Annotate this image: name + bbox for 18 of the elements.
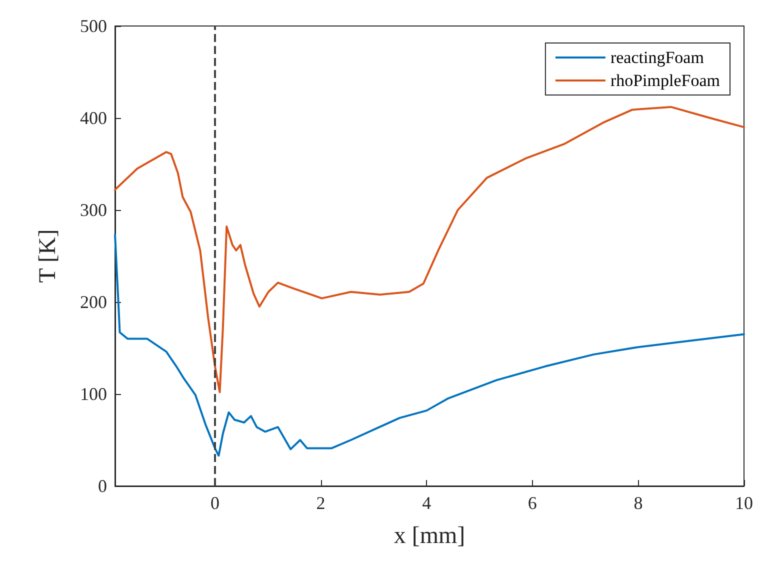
x-tick-label: 0	[210, 493, 220, 513]
line-series	[114, 234, 745, 457]
y-axis-title: T [K]	[35, 229, 61, 283]
y-tick-label: 0	[98, 476, 107, 496]
y-tick-label: 500	[80, 16, 107, 36]
legend-label: rhoPimpleFoam	[610, 71, 720, 90]
x-tick-label: 2	[316, 493, 326, 513]
y-tick-label: 300	[80, 200, 107, 220]
x-tick-label: 10	[735, 493, 753, 513]
x-axis-title: x [mm]	[394, 523, 466, 549]
line-series	[114, 106, 745, 394]
x-tick-label: 8	[634, 493, 643, 513]
y-tick-label: 100	[80, 384, 107, 404]
y-tick-label: 400	[80, 108, 107, 128]
legend-label: reactingFoam	[610, 48, 704, 67]
x-tick-label: 4	[422, 493, 432, 513]
x-tick-label: 6	[528, 493, 537, 513]
y-tick-label: 200	[80, 292, 107, 312]
